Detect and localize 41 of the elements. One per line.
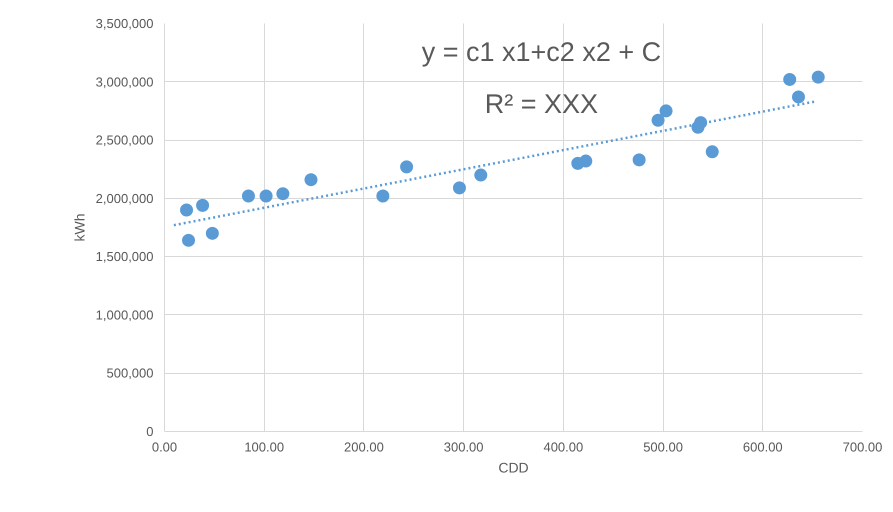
- x-axis-title: CDD: [498, 460, 529, 476]
- point: [304, 173, 318, 186]
- point: [783, 72, 796, 86]
- x-tick-label: 700.00: [842, 440, 882, 454]
- point: [792, 90, 805, 104]
- point: [376, 190, 390, 203]
- x-tick-label: 400.00: [543, 440, 584, 454]
- y-tick-label: 500,000: [106, 366, 154, 381]
- point: [579, 154, 592, 168]
- point: [260, 190, 273, 203]
- y-tick-label: 1,500,000: [96, 249, 154, 264]
- point: [706, 145, 719, 158]
- point: [242, 190, 255, 203]
- x-tick-label: 500.00: [643, 440, 683, 454]
- y-tick-label: 3,500,000: [96, 16, 154, 31]
- point: [474, 168, 488, 182]
- y-tick-label: 2,500,000: [96, 132, 154, 148]
- point: [660, 104, 673, 118]
- x-tick-label: 0.00: [152, 440, 178, 454]
- y-tick-label: 0: [146, 424, 154, 439]
- y-tick-label: 1,000,000: [96, 307, 154, 322]
- point: [180, 204, 194, 216]
- point: [196, 198, 210, 212]
- point: [400, 160, 414, 174]
- point: [182, 234, 196, 247]
- x-tick-label: 100.00: [244, 440, 284, 454]
- x-tick-label: 200.00: [344, 440, 384, 454]
- annotation: y = c1 x1+c2 x2 + C: [422, 37, 662, 68]
- point: [694, 116, 708, 130]
- y-tick-label: 2,000,000: [96, 190, 154, 206]
- annotation: R² = XXX: [484, 88, 598, 119]
- x-tick-label: 600.00: [742, 440, 783, 454]
- point: [632, 153, 646, 166]
- point: [206, 226, 219, 240]
- point: [276, 187, 290, 200]
- point: [452, 181, 466, 194]
- x-tick-label: 300.00: [444, 440, 484, 454]
- y-tick-label: 3,000,000: [96, 74, 154, 90]
- y-axis-title: kWh: [72, 214, 88, 242]
- point: [652, 114, 665, 127]
- point: [812, 70, 825, 84]
